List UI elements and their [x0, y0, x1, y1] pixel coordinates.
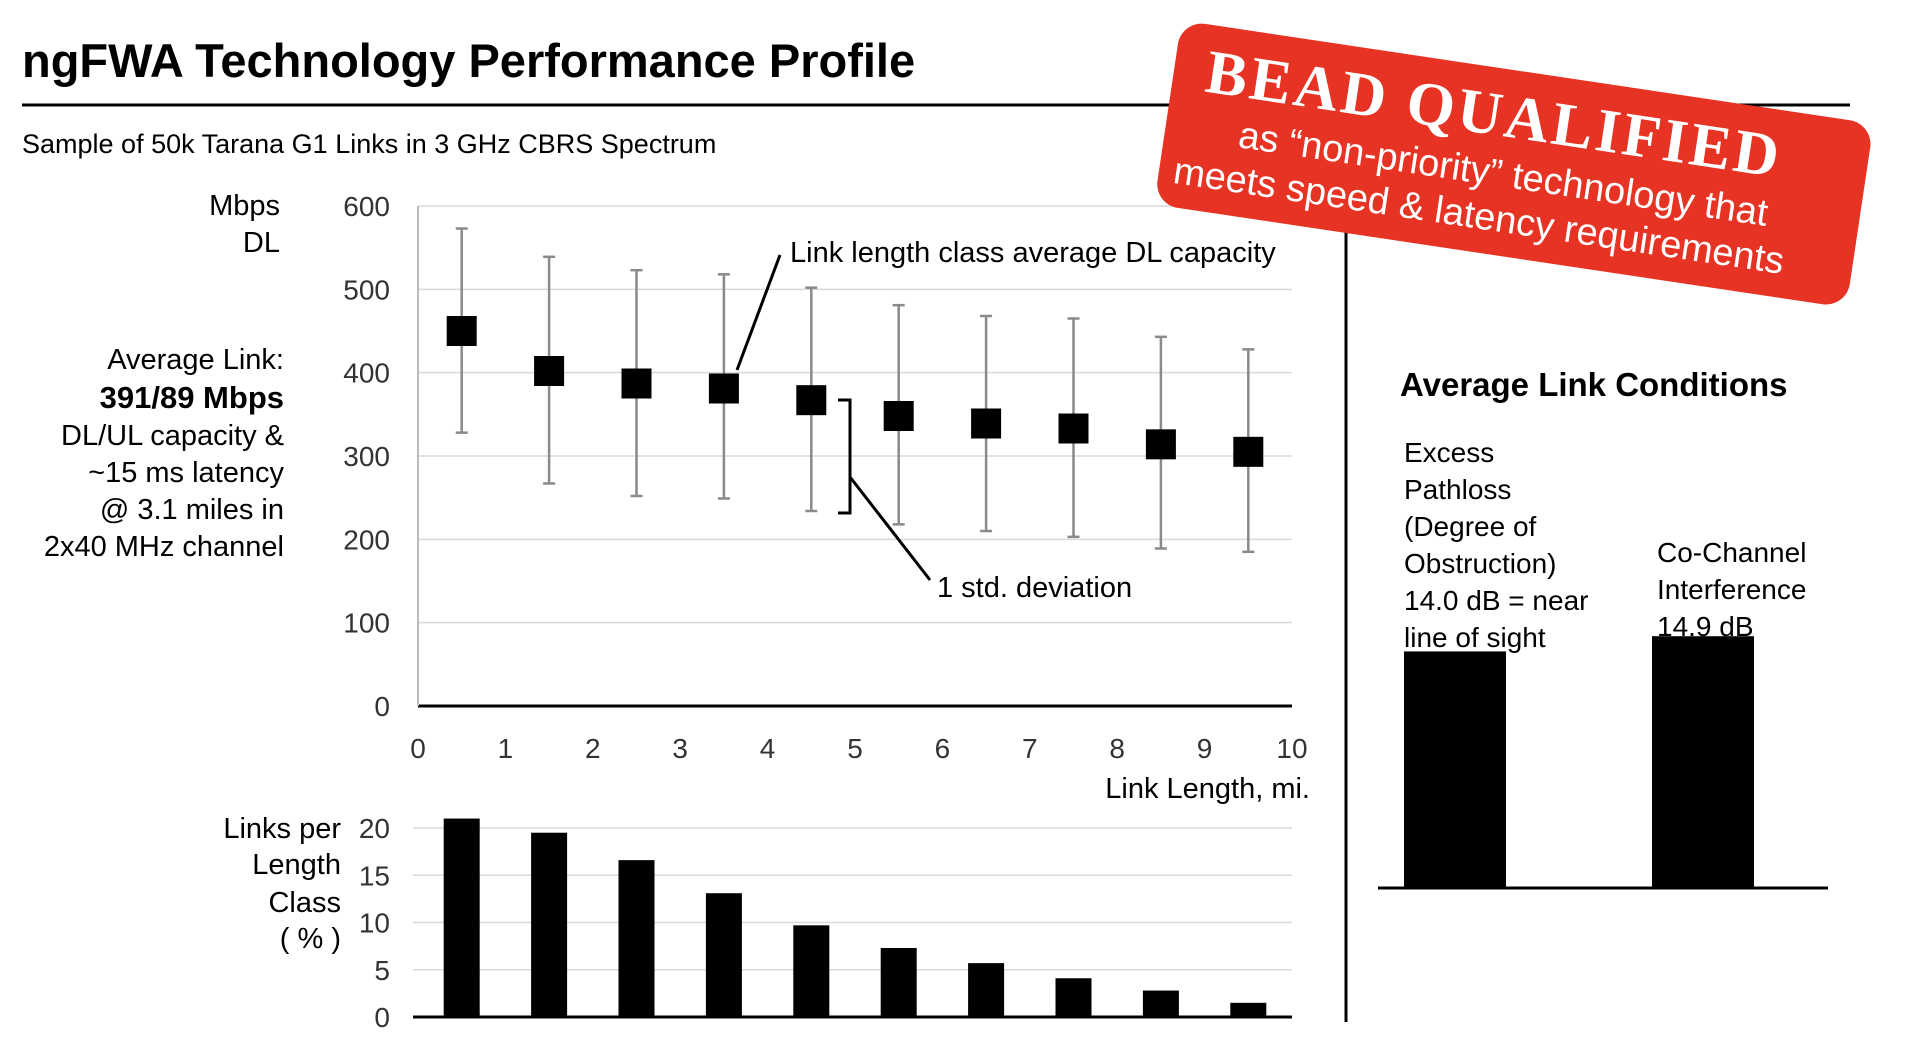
dl-y-tick-label: 100: [343, 608, 390, 639]
dist-y-tick-label: 10: [359, 908, 390, 939]
dist-ylabel-line-4: ( % ): [280, 923, 341, 955]
dist-y-tick-label: 5: [374, 955, 390, 986]
dl-mean-marker: [446, 316, 477, 346]
page-title: ngFWA Technology Performance Profile: [22, 34, 915, 87]
average-link-summary: Average Link: 391/89 Mbps DL/UL capacity…: [44, 344, 285, 563]
dist-y-tick-labels: 0 5 10 15 20: [359, 813, 390, 1033]
average-callout-label: Link length class average DL capacity: [790, 237, 1276, 269]
dist-bar: [531, 832, 568, 1017]
dl-mean-marker: [1233, 436, 1264, 467]
dl-mean-marker: [708, 373, 739, 404]
dl-y-tick-label: 0: [374, 691, 390, 722]
dist-bar: [443, 818, 480, 1017]
dl-error-bars: [455, 227, 1255, 554]
dl-x-tick-label: 8: [1109, 733, 1125, 764]
pathloss-label-line: Excess: [1404, 437, 1494, 468]
dl-ylabel-line-2: DL: [243, 227, 280, 259]
interference-bar: [1652, 636, 1754, 888]
dist-bar: [618, 860, 655, 1017]
summary-line-5: @ 3.1 miles in: [100, 494, 284, 526]
dl-mean-markers: [446, 316, 1264, 467]
dl-x-tick-label: 7: [1022, 733, 1038, 764]
dist-bars: [443, 818, 1267, 1017]
dl-mean-marker: [534, 356, 565, 386]
dist-y-tick-label: 0: [374, 1002, 390, 1033]
dl-x-tick-label: 6: [935, 733, 951, 764]
conditions-heading: Average Link Conditions: [1400, 366, 1788, 403]
dl-ylabel-line-1: Mbps: [209, 190, 280, 222]
summary-line-3: DL/UL capacity &: [61, 420, 284, 452]
dist-bar: [1230, 1002, 1267, 1017]
dl-mean-marker: [621, 368, 652, 399]
dl-x-axis-title: Link Length, mi.: [1105, 773, 1310, 805]
pathloss-label-line: Obstruction): [1404, 548, 1557, 579]
pathloss-label-line: Pathloss: [1404, 474, 1511, 505]
dist-ylabel-line-3: Class: [268, 887, 341, 919]
pathloss-label-line: 14.0 dB = near: [1404, 585, 1588, 616]
dl-y-tick-labels: 0 100 200 300 400 500 600: [343, 191, 390, 722]
dl-y-tick-label: 600: [343, 191, 390, 222]
interference-label-line: Co-Channel: [1657, 537, 1806, 568]
summary-line-6: 2x40 MHz channel: [44, 531, 284, 563]
dl-x-tick-label: 3: [672, 733, 688, 764]
conditions-bars: [1404, 636, 1754, 888]
dist-bar: [793, 925, 830, 1017]
dl-x-tick-label: 0: [410, 733, 426, 764]
stamp-background: [1157, 23, 1871, 305]
summary-line-4: ~15 ms latency: [88, 457, 284, 489]
dl-mean-marker: [883, 401, 914, 431]
dl-x-tick-label: 9: [1197, 733, 1213, 764]
links-per-class-chart: Links per Length Class ( % ) 0 5 10 15 20: [223, 813, 1292, 1033]
average-link-conditions: Average Link Conditions Excess Pathloss (D…: [1378, 366, 1828, 890]
dl-x-tick-labels: 0 1 2 3 4 5 6 7 8 9 10: [410, 733, 1307, 764]
pathloss-label-line: line of sight: [1404, 622, 1546, 653]
dl-x-tick-label: 5: [847, 733, 863, 764]
pathloss-bar: [1404, 651, 1506, 888]
average-callout-line: [735, 254, 782, 371]
dl-x-tick-label: 2: [585, 733, 601, 764]
stddev-bracket: [838, 398, 852, 515]
dist-bar: [880, 948, 917, 1017]
pathloss-label-line: (Degree of: [1404, 511, 1537, 542]
dl-x-tick-label: 10: [1276, 733, 1307, 764]
dist-bar: [968, 963, 1005, 1017]
summary-capacity: 391/89 Mbps: [100, 380, 284, 415]
dl-mean-marker: [1058, 413, 1089, 444]
summary-line-1: Average Link:: [107, 344, 284, 376]
dl-mean-marker: [796, 385, 827, 416]
dl-y-tick-label: 200: [343, 524, 390, 555]
dist-ylabel-line-2: Length: [252, 849, 341, 881]
dl-y-tick-label: 400: [343, 358, 390, 389]
dl-capacity-chart: Mbps DL 0 100 200 300 400 500 600 0 1 2 3 4 5 6 7 8 9 10…: [209, 190, 1310, 805]
stddev-callout-line: [848, 476, 932, 581]
dist-y-tick-label: 15: [359, 860, 390, 891]
pathloss-label: Excess Pathloss (Degree of Obstruction) 14.0…: [1404, 437, 1588, 653]
dist-ylabel-line-1: Links per: [223, 813, 341, 845]
dl-y-tick-label: 500: [343, 274, 390, 305]
stddev-callout-label: 1 std. deviation: [937, 572, 1132, 604]
dl-x-tick-label: 4: [760, 733, 776, 764]
dl-mean-marker: [971, 408, 1002, 439]
page-subtitle: Sample of 50k Tarana G1 Links in 3 GHz C…: [22, 129, 716, 159]
dl-mean-marker: [1145, 429, 1176, 460]
interference-label-line: Interference: [1657, 574, 1806, 605]
dist-y-tick-label: 20: [359, 813, 390, 844]
dist-bar: [1055, 978, 1092, 1017]
dist-bar: [705, 893, 742, 1017]
dl-x-tick-label: 1: [498, 733, 514, 764]
dist-bar: [1142, 990, 1179, 1017]
dl-y-tick-label: 300: [343, 441, 390, 472]
